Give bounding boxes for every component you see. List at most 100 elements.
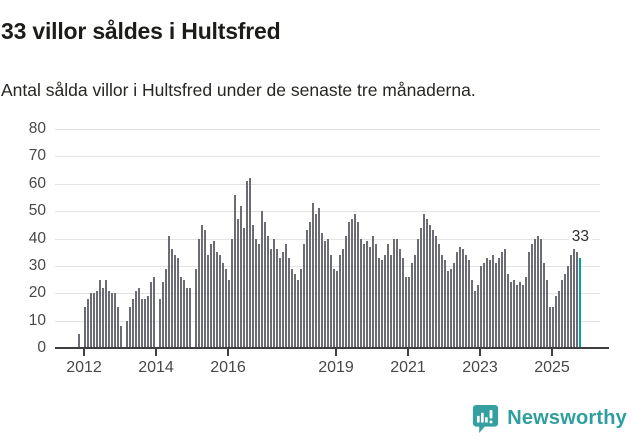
x-axis-tick-2023	[479, 349, 481, 356]
bar	[111, 293, 114, 349]
bar	[204, 230, 207, 348]
y-axis-label-60: 60	[28, 174, 46, 192]
bar	[378, 257, 381, 348]
bar	[279, 257, 282, 348]
bar	[153, 276, 156, 348]
bar	[261, 211, 264, 348]
bar	[255, 238, 258, 348]
bar	[339, 254, 342, 348]
bar	[294, 274, 297, 348]
bar	[240, 205, 243, 348]
bar	[555, 296, 558, 348]
bar	[483, 263, 486, 348]
y-axis-label-0: 0	[37, 339, 46, 356]
bar	[264, 222, 267, 348]
bar	[453, 263, 456, 348]
gridline-y-50	[55, 211, 600, 213]
bar	[363, 244, 366, 348]
chart-title: 33 villor såldes i Hultsfred	[1, 18, 281, 45]
bar	[246, 181, 249, 348]
bar	[183, 279, 186, 348]
bar	[573, 249, 576, 348]
bar	[462, 249, 465, 348]
bar	[291, 268, 294, 348]
bar	[480, 265, 483, 348]
bar	[426, 219, 429, 348]
bar	[165, 268, 168, 348]
bar	[150, 282, 153, 348]
bar	[348, 222, 351, 348]
bar	[105, 279, 108, 348]
bar	[225, 268, 228, 348]
bar	[570, 254, 573, 348]
bar	[288, 257, 291, 348]
bar	[345, 235, 348, 348]
bar	[357, 222, 360, 348]
bar	[561, 279, 564, 348]
bar	[126, 320, 129, 348]
bar	[456, 252, 459, 348]
bar	[195, 268, 198, 348]
highlighted-bar	[579, 257, 582, 348]
bar	[117, 306, 120, 348]
bar	[234, 194, 237, 348]
bar	[309, 222, 312, 348]
bar	[471, 279, 474, 348]
bar	[228, 279, 231, 348]
bar	[504, 249, 507, 348]
bar	[333, 268, 336, 348]
bar	[516, 285, 519, 348]
bar	[396, 238, 399, 348]
y-axis-label-70: 70	[28, 147, 46, 165]
bar	[174, 254, 177, 348]
bar	[441, 254, 444, 348]
bar	[132, 298, 135, 348]
bar	[552, 306, 555, 348]
bar	[273, 238, 276, 348]
bar	[408, 276, 411, 348]
bar	[177, 257, 180, 348]
bar	[540, 238, 543, 348]
bar	[186, 287, 189, 348]
bar	[384, 254, 387, 348]
bar	[84, 306, 87, 348]
bar	[429, 224, 432, 348]
x-axis-label-2016: 2016	[210, 359, 246, 376]
bar	[285, 244, 288, 348]
x-axis-tick-2016	[227, 349, 229, 356]
bar	[300, 268, 303, 348]
bar	[420, 227, 423, 348]
bar	[399, 249, 402, 348]
bar	[492, 254, 495, 348]
bar	[102, 287, 105, 348]
gridline-y-60	[55, 183, 600, 185]
bar	[432, 230, 435, 348]
bar	[414, 254, 417, 348]
bar	[198, 238, 201, 348]
x-axis-label-2023: 2023	[462, 359, 498, 376]
bar	[222, 263, 225, 348]
bar	[213, 241, 216, 348]
bar	[381, 260, 384, 348]
bar	[324, 241, 327, 348]
x-axis-tick-2025	[551, 349, 553, 356]
bar	[489, 260, 492, 348]
bar	[465, 254, 468, 348]
bar	[78, 334, 81, 348]
y-axis-label-80: 80	[28, 120, 46, 137]
bar	[120, 326, 123, 348]
bar	[114, 293, 117, 349]
bar	[402, 257, 405, 348]
bar	[201, 224, 204, 348]
bar	[477, 285, 480, 348]
bar	[531, 244, 534, 348]
bar	[303, 244, 306, 348]
bar	[93, 293, 96, 349]
y-axis-label-30: 30	[28, 256, 46, 274]
x-axis-tick-2014	[155, 349, 157, 356]
bar	[372, 235, 375, 348]
bar	[159, 298, 162, 348]
x-axis-tick-2012	[83, 349, 85, 356]
